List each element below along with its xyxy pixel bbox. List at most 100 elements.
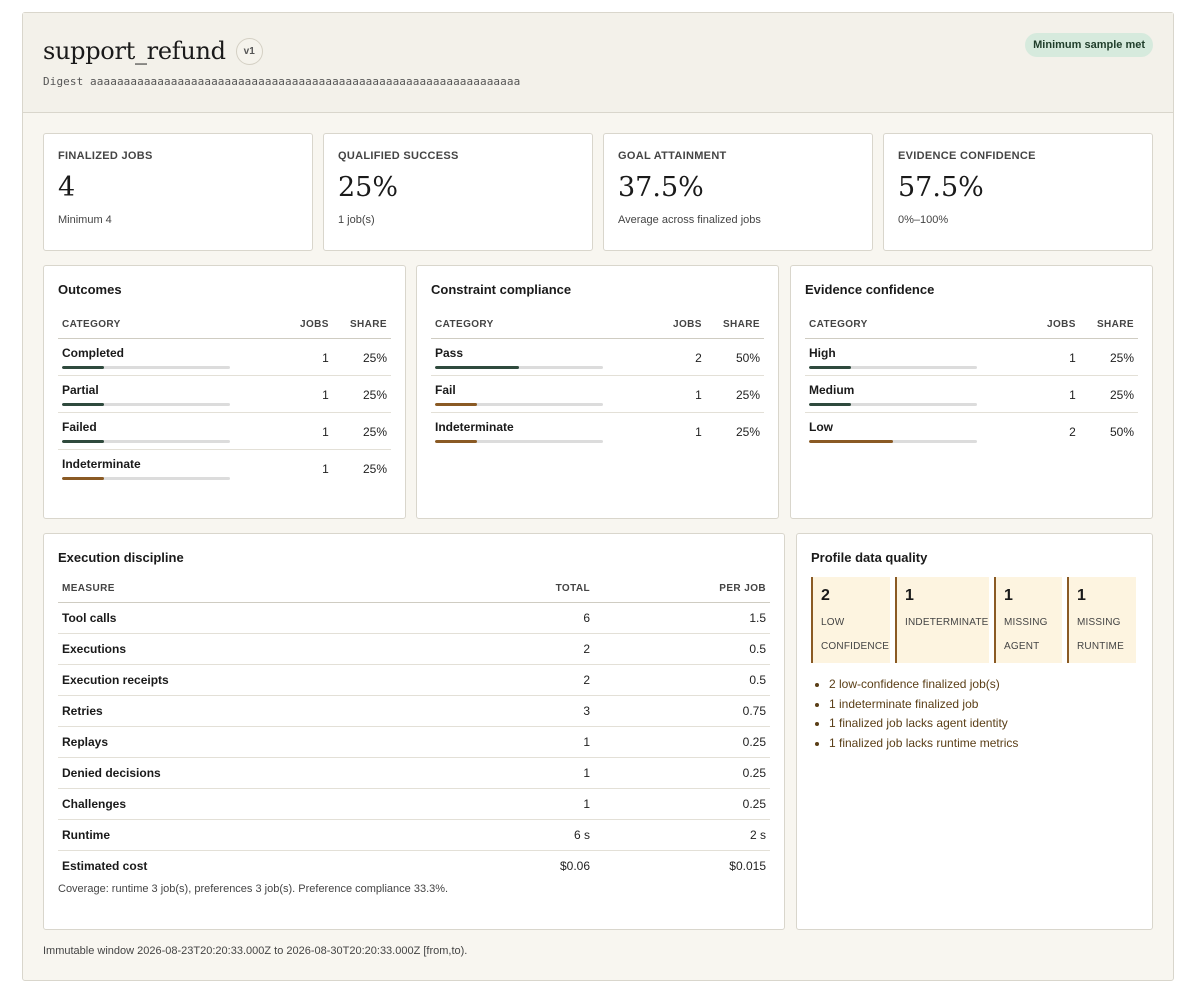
jobs-cell: 1: [1032, 338, 1080, 376]
share-bar: [435, 403, 603, 406]
table-row: Low 2 50%: [805, 413, 1138, 450]
quality-note: 1 finalized job lacks runtime metrics: [829, 734, 1138, 754]
share-bar-fill: [62, 477, 104, 480]
stat-value: 4: [58, 172, 76, 203]
table-row: Replays 1 0.25: [58, 726, 770, 758]
share-bar: [809, 440, 977, 443]
column-header: CATEGORY: [58, 313, 286, 339]
compliance-panel: Constraint compliance CATEGORY JOBS SHAR…: [416, 265, 779, 519]
execution-panel: Execution discipline MEASURE TOTAL PER J…: [43, 533, 785, 930]
share-cell: 25%: [1079, 375, 1138, 413]
quality-count: 2: [821, 587, 830, 604]
total-cell: $0.06: [559, 859, 590, 873]
category-cell: Indeterminate: [431, 413, 658, 450]
measure-cell: Replays: [58, 726, 474, 758]
stat-subtext: Minimum 4: [58, 214, 112, 226]
confidence-table: CATEGORY JOBS SHARE High 1 25% Medium 1 25% Lo…: [805, 313, 1138, 449]
column-header: PER JOB: [594, 577, 770, 603]
column-header: SHARE: [332, 313, 391, 339]
compliance-table: CATEGORY JOBS SHARE Pass 2 50% Fail 1 25% Inde…: [431, 313, 764, 449]
quality-note: 2 low-confidence finalized job(s): [829, 675, 1138, 695]
measure-cell: Denied decisions: [58, 757, 474, 789]
stat-card-qualified-success: QUALIFIED SUCCESS 25% 1 job(s): [323, 133, 593, 251]
stat-card-goal-attainment: GOAL ATTAINMENT 37.5% Average across fin…: [603, 133, 873, 251]
share-bar: [435, 366, 603, 369]
table-row: Denied decisions 1 0.25: [58, 757, 770, 789]
category-cell: Completed: [58, 338, 286, 376]
category-cell: Fail: [431, 375, 659, 413]
report-frame: support_refund v1 Digest aaaaaaaaaaaaaaa…: [22, 12, 1174, 981]
stat-subtext: 0%–100%: [898, 214, 949, 226]
panel-title: Profile data quality: [811, 550, 928, 565]
stat-label: EVIDENCE CONFIDENCE: [898, 150, 1036, 162]
share-bar: [62, 403, 230, 406]
share-bar-fill: [62, 366, 104, 369]
share-cell: 25%: [332, 375, 391, 413]
quality-count: 1: [1004, 587, 1013, 604]
per-job-cell: 0.25: [594, 726, 770, 758]
measure-cell: Executions: [58, 633, 474, 665]
category-cell: Partial: [58, 375, 286, 413]
jobs-cell: 1: [658, 375, 706, 413]
share-bar-fill: [62, 440, 104, 443]
panel-title: Outcomes: [58, 282, 122, 297]
column-header: JOBS: [285, 313, 333, 339]
column-header: MEASURE: [58, 577, 474, 603]
jobs-cell: 1: [285, 338, 333, 376]
version-badge: v1: [235, 37, 263, 65]
per-job-cell: 2 s: [594, 819, 770, 851]
jobs-cell: 1: [322, 461, 329, 476]
total-cell: 1: [474, 757, 594, 789]
category-name: Fail: [435, 383, 456, 397]
per-job-cell: 0.5: [594, 633, 770, 665]
quality-label: INDETERMINATE: [905, 617, 989, 628]
quality-label: MISSING RUNTIME: [1077, 617, 1124, 652]
stat-subtext: Average across finalized jobs: [618, 214, 761, 226]
category-cell: Pass: [431, 338, 659, 376]
table-row: Failed 1 25%: [58, 412, 391, 450]
total-cell: 1: [474, 726, 594, 758]
table-row: Completed 1 25%: [58, 338, 391, 376]
column-header: TOTAL: [474, 577, 594, 603]
category-name: Low: [809, 420, 833, 434]
share-bar-fill: [809, 440, 893, 443]
confidence-panel: Evidence confidence CATEGORY JOBS SHARE …: [790, 265, 1153, 519]
measure-cell: Runtime: [58, 819, 474, 851]
category-name: Completed: [62, 346, 125, 360]
stat-card-finalized-jobs: FINALIZED JOBS 4 Minimum 4: [43, 133, 313, 251]
share-bar: [62, 440, 230, 443]
window-footer: Immutable window 2026-08-23T20:20:33.000…: [43, 945, 468, 957]
share-bar-fill: [435, 366, 519, 369]
share-cell: 50%: [705, 338, 764, 376]
quality-tile: 1 MISSING AGENT: [994, 577, 1062, 663]
category-cell: Indeterminate: [58, 450, 285, 487]
table-row: Indeterminate 1 25%: [58, 450, 391, 487]
stat-cards: FINALIZED JOBS 4 Minimum 4 QUALIFIED SUC…: [43, 133, 1153, 251]
category-name: Indeterminate: [62, 457, 141, 471]
share-cell: 25%: [332, 338, 391, 376]
jobs-cell: 1: [1032, 375, 1080, 413]
share-bar-fill: [809, 403, 851, 406]
measure-cell: Tool calls: [58, 602, 474, 634]
column-header: CATEGORY: [431, 313, 659, 339]
table-row: Indeterminate 1 25%: [431, 413, 764, 450]
per-job-cell: 0.5: [594, 664, 770, 696]
page-title: support_refund: [43, 37, 226, 65]
execution-table: MEASURE TOTAL PER JOB Tool calls 6 1.5 Exec…: [58, 577, 770, 881]
column-header: JOBS: [1032, 313, 1080, 339]
category-name: High: [809, 346, 836, 360]
table-row: Retries 3 0.75: [58, 695, 770, 727]
category-cell: Low: [805, 413, 1032, 450]
jobs-cell: 2: [1069, 424, 1076, 439]
digest-text: Digest aaaaaaaaaaaaaaaaaaaaaaaaaaaaaaaaa…: [43, 75, 521, 88]
category-name: Failed: [62, 420, 97, 434]
table-row: Fail 1 25%: [431, 375, 764, 413]
stat-card-evidence-confidence: EVIDENCE CONFIDENCE 57.5% 0%–100%: [883, 133, 1153, 251]
stat-label: QUALIFIED SUCCESS: [338, 150, 459, 162]
table-row: Medium 1 25%: [805, 375, 1138, 413]
jobs-cell: 1: [285, 412, 333, 450]
table-row: Challenges 1 0.25: [58, 788, 770, 820]
share-bar: [62, 366, 230, 369]
outcomes-table: CATEGORY JOBS SHARE Completed 1 25% Partial…: [58, 313, 391, 486]
